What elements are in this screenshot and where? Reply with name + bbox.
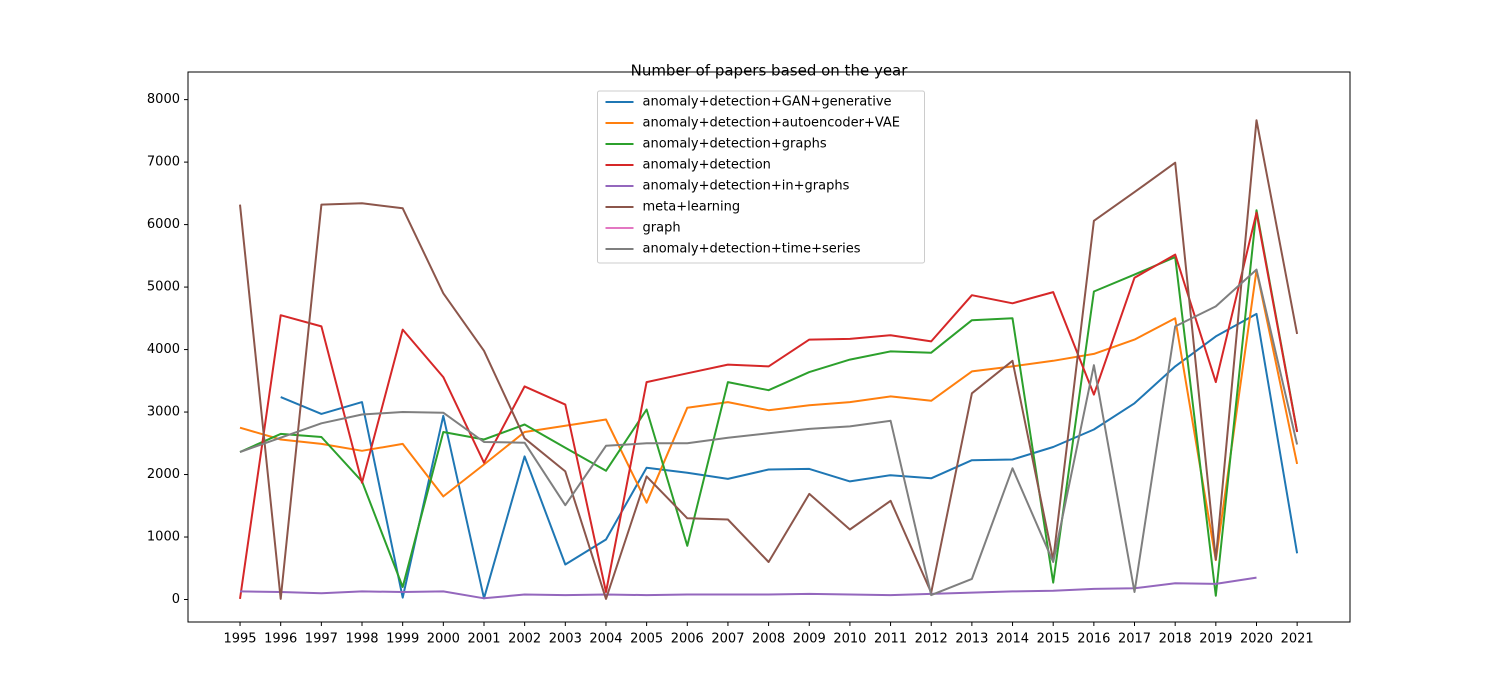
- y-tick-label: 1000: [147, 530, 180, 545]
- x-tick-label: 2011: [874, 632, 907, 647]
- series-line: [280, 312, 1299, 600]
- series-line: [239, 268, 1299, 597]
- y-tick-label: 3000: [147, 405, 180, 420]
- x-tick-label: 2003: [549, 632, 582, 647]
- legend: anomaly+detection+GAN+generative anomaly+…: [597, 90, 925, 264]
- y-tick-label: 4000: [147, 342, 180, 357]
- x-tick-label: 2004: [589, 632, 622, 647]
- y-tick-label: 2000: [147, 467, 180, 482]
- x-tick-label: 2019: [1199, 632, 1232, 647]
- x-tick-label: 2001: [467, 632, 500, 647]
- legend-label: anomaly+detection+autoencoder+VAE: [643, 116, 901, 131]
- y-tick-label: 0: [172, 592, 180, 607]
- x-tick-label: 2013: [955, 632, 988, 647]
- series-line: [239, 119, 1299, 600]
- legend-box: [597, 90, 925, 264]
- y-tick-label: 7000: [147, 155, 180, 170]
- x-tick-label: 1998: [345, 632, 378, 647]
- series-line: [239, 269, 1299, 562]
- x-tick-label: 2017: [1118, 632, 1151, 647]
- x-tick-label: 2007: [711, 632, 744, 647]
- legend-label: graph: [643, 221, 681, 236]
- y-tick-label: 8000: [147, 92, 180, 107]
- x-tick-label: 1997: [305, 632, 338, 647]
- series-line: [239, 576, 1257, 600]
- x-tick-label: 2010: [833, 632, 866, 647]
- series-line: [239, 211, 1299, 600]
- x-tick-label: 1995: [223, 632, 256, 647]
- x-tick-label: 2009: [793, 632, 826, 647]
- x-tick-label: 2015: [1037, 632, 1070, 647]
- x-tick-label: 1996: [264, 632, 297, 647]
- legend-label: meta+learning: [643, 200, 741, 215]
- plot-frame: [187, 71, 1351, 623]
- x-tick-label: 2016: [1077, 632, 1110, 647]
- x-tick-label: 2018: [1159, 632, 1192, 647]
- y-tick-label: 6000: [147, 217, 180, 232]
- x-tick-label: 2014: [996, 632, 1029, 647]
- series-line: [239, 209, 1299, 597]
- legend-label: anomaly+detection+GAN+generative: [643, 95, 892, 110]
- x-tick-label: 2006: [671, 632, 704, 647]
- x-tick-label: 2008: [752, 632, 785, 647]
- legend-label: anomaly+detection+in+graphs: [643, 179, 850, 194]
- x-tick-label: 2002: [508, 632, 541, 647]
- legend-label: anomaly+detection+graphs: [643, 137, 827, 152]
- x-tick-label: 2000: [427, 632, 460, 647]
- x-tick-label: 2021: [1281, 632, 1314, 647]
- x-tick-label: 2005: [630, 632, 663, 647]
- x-tick-label: 2012: [915, 632, 948, 647]
- x-tick-label: 1999: [386, 632, 419, 647]
- y-tick-label: 5000: [147, 280, 180, 295]
- x-tick-label: 2020: [1240, 632, 1273, 647]
- legend-label: anomaly+detection+time+series: [643, 242, 861, 257]
- legend-label: anomaly+detection: [643, 158, 771, 173]
- chart-title: Number of papers based on the year: [631, 62, 909, 80]
